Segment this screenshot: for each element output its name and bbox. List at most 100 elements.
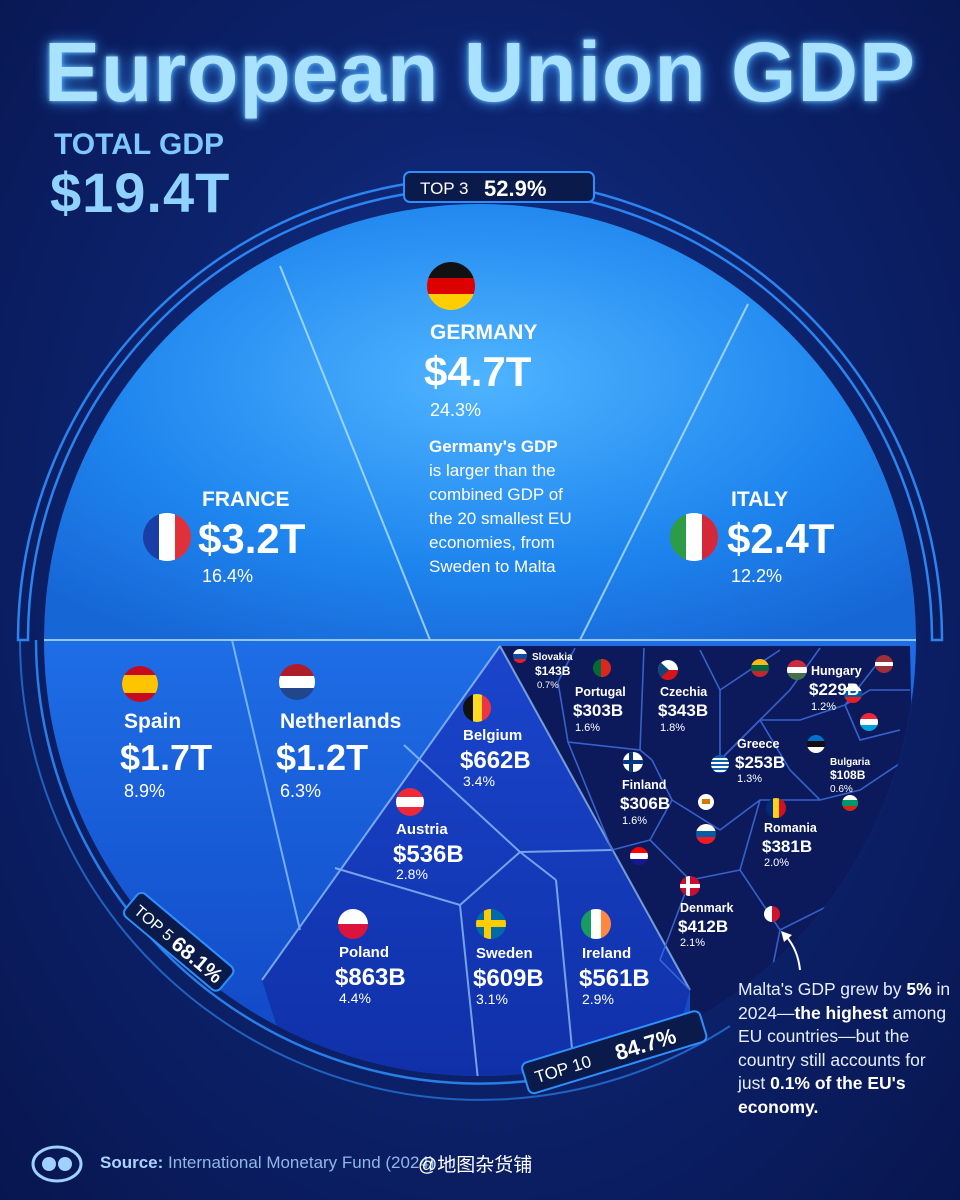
svg-text:$343B: $343B xyxy=(658,701,708,720)
label-finland: Finland $306B 1.6% xyxy=(620,778,670,827)
label-france: FRANCE $3.2T 16.4% xyxy=(198,488,306,586)
svg-text:$4.7T: $4.7T xyxy=(424,348,532,395)
svg-text:Bulgaria: Bulgaria xyxy=(830,757,870,768)
svg-text:1.6%: 1.6% xyxy=(622,815,647,827)
svg-text:$229B: $229B xyxy=(809,680,859,699)
estonia-flag xyxy=(807,735,825,753)
svg-text:Belgium: Belgium xyxy=(463,727,522,744)
malta-flag xyxy=(764,906,780,922)
total-gdp-value: $19.4T xyxy=(50,161,231,224)
publisher-logo-icon xyxy=(31,1145,83,1183)
label-poland: Poland $863B 4.4% xyxy=(335,944,406,1006)
label-bulgaria: Bulgaria $108B 0.6% xyxy=(830,757,870,795)
svg-text:1.3%: 1.3% xyxy=(737,773,762,785)
svg-text:FRANCE: FRANCE xyxy=(202,488,290,511)
label-austria: Austria $536B 2.8% xyxy=(393,821,464,882)
svg-text:3.1%: 3.1% xyxy=(476,991,508,1007)
croatia-flag xyxy=(630,847,648,865)
ireland-flag xyxy=(581,909,611,939)
slovakia-flag xyxy=(513,649,527,663)
luxembourg-flag xyxy=(860,713,878,731)
svg-text:Poland: Poland xyxy=(339,944,389,961)
svg-text:6.3%: 6.3% xyxy=(280,781,321,801)
label-slovakia: Slovakia $143B 0.7% xyxy=(532,652,573,691)
svg-text:$303B: $303B xyxy=(573,701,623,720)
bulgaria-flag xyxy=(842,795,858,811)
svg-text:Slovakia: Slovakia xyxy=(532,652,573,663)
svg-text:Germany's GDP: Germany's GDP xyxy=(429,437,558,456)
hungary-flag xyxy=(787,660,807,680)
svg-text:1.6%: 1.6% xyxy=(575,722,600,734)
svg-text:$306B: $306B xyxy=(620,794,670,813)
svg-text:2.8%: 2.8% xyxy=(396,866,428,882)
lithuania-flag xyxy=(751,659,769,677)
italy-flag xyxy=(670,513,718,561)
cyprus-flag xyxy=(698,794,714,810)
svg-text:$1.2T: $1.2T xyxy=(276,737,368,778)
svg-text:0.6%: 0.6% xyxy=(830,784,853,795)
label-belgium: Belgium $662B 3.4% xyxy=(460,727,531,789)
svg-text:$609B: $609B xyxy=(473,965,544,992)
svg-text:$412B: $412B xyxy=(678,917,728,936)
slovenia-flag xyxy=(844,685,862,703)
label-spain: Spain $1.7T 8.9% xyxy=(120,710,212,801)
svg-text:economies, from: economies, from xyxy=(429,533,555,552)
finland-flag xyxy=(623,752,643,772)
svg-text:2.9%: 2.9% xyxy=(582,991,614,1007)
svg-text:Czechia: Czechia xyxy=(660,685,708,699)
source-line: Source: International Monetary Fund (202… xyxy=(100,1153,435,1172)
czechia-flag xyxy=(658,660,678,680)
label-netherlands: Netherlands $1.2T 6.3% xyxy=(276,710,401,801)
svg-text:2.0%: 2.0% xyxy=(764,857,789,869)
svg-text:combined GDP of: combined GDP of xyxy=(429,485,563,504)
total-gdp-label: TOTAL GDP xyxy=(54,128,225,161)
svg-text:Romania: Romania xyxy=(764,821,818,835)
top3-value: 52.9% xyxy=(484,176,546,201)
spain-flag xyxy=(122,666,158,702)
svg-text:ITALY: ITALY xyxy=(731,488,788,511)
svg-text:Netherlands: Netherlands xyxy=(280,710,401,733)
svg-text:1.8%: 1.8% xyxy=(660,722,685,734)
svg-text:$381B: $381B xyxy=(762,837,812,856)
sweden-flag xyxy=(476,909,506,939)
top10-region xyxy=(262,646,690,1076)
svg-text:4.4%: 4.4% xyxy=(339,990,371,1006)
label-italy: ITALY $2.4T 12.2% xyxy=(727,488,835,586)
svg-text:Finland: Finland xyxy=(622,778,666,792)
label-hungary: Hungary $229B 1.2% xyxy=(809,664,862,713)
svg-text:$536B: $536B xyxy=(393,841,464,868)
svg-text:$561B: $561B xyxy=(579,965,650,992)
flags xyxy=(122,262,893,939)
latvia-flag xyxy=(875,655,893,673)
top3-label: TOP 3 xyxy=(420,179,469,198)
poland-flag xyxy=(338,909,368,939)
svg-text:$143B: $143B xyxy=(535,664,571,678)
svg-text:Greece: Greece xyxy=(737,737,779,751)
portugal-flag xyxy=(593,659,611,677)
label-romania: Romania $381B 2.0% xyxy=(762,821,818,869)
svg-text:GERMANY: GERMANY xyxy=(430,321,537,344)
label-czechia: Czechia $343B 1.8% xyxy=(658,685,708,734)
svg-text:$253B: $253B xyxy=(735,753,785,772)
label-sweden: Sweden $609B 3.1% xyxy=(473,945,544,1007)
svg-text:$662B: $662B xyxy=(460,747,531,774)
slovenia-flag-2 xyxy=(696,824,716,844)
svg-text:Sweden to Malta: Sweden to Malta xyxy=(429,557,556,576)
svg-text:Spain: Spain xyxy=(124,710,181,733)
svg-text:is larger than the: is larger than the xyxy=(429,461,556,480)
svg-text:16.4%: 16.4% xyxy=(202,566,253,586)
svg-text:$1.7T: $1.7T xyxy=(120,737,212,778)
svg-text:$108B: $108B xyxy=(830,768,866,782)
svg-text:Portugal: Portugal xyxy=(575,685,626,699)
svg-text:24.3%: 24.3% xyxy=(430,400,481,420)
svg-text:Ireland: Ireland xyxy=(582,945,631,962)
svg-text:0.7%: 0.7% xyxy=(537,680,559,691)
svg-text:Hungary: Hungary xyxy=(811,664,862,678)
label-denmark: Denmark $412B 2.1% xyxy=(678,901,734,949)
france-flag xyxy=(143,513,191,561)
page-title: European Union GDP xyxy=(43,25,917,119)
svg-text:the 20 smallest EU: the 20 smallest EU xyxy=(429,509,572,528)
malta-arrow xyxy=(781,931,801,971)
label-ireland: Ireland $561B 2.9% xyxy=(579,945,650,1007)
svg-text:Sweden: Sweden xyxy=(476,945,533,962)
